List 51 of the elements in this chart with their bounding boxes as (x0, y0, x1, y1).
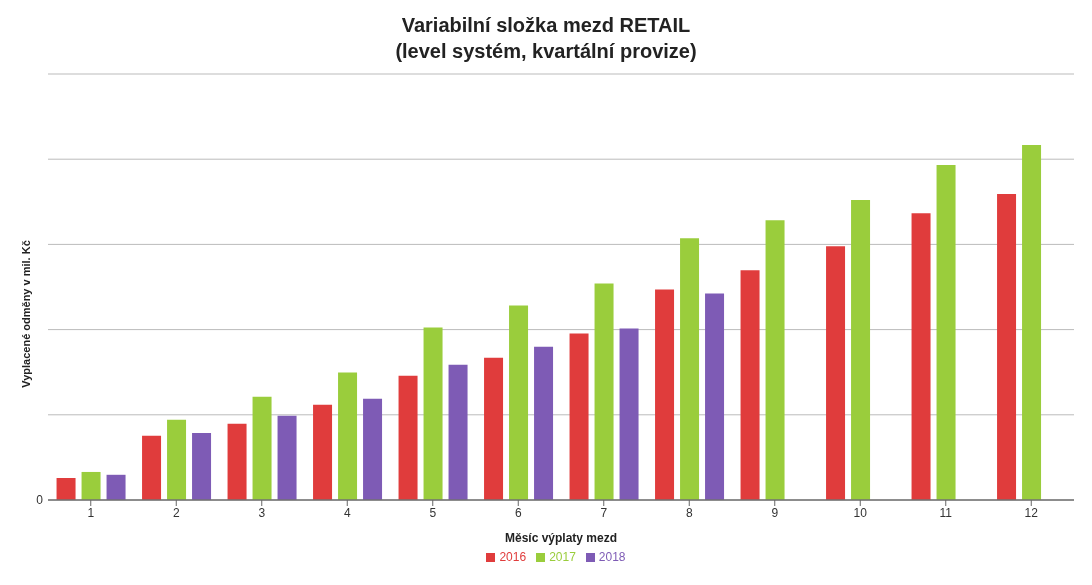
bar (765, 220, 785, 500)
bar (313, 404, 333, 500)
chart-title: Variabilní složka mezd RETAIL (level systém, kvartální provize) (394, 13, 698, 64)
legend-label: 2018 (598, 550, 626, 564)
x-tick-label: 2 (172, 505, 180, 520)
bar (398, 375, 418, 500)
text: 0 (36, 493, 44, 508)
bar (569, 333, 589, 500)
bar (81, 471, 101, 500)
bar (277, 415, 297, 500)
bar (1022, 145, 1042, 500)
x-tick-label: 9 (771, 505, 779, 520)
bar (680, 238, 700, 500)
bar (142, 435, 162, 500)
x-tick-label: 12 (1024, 505, 1039, 520)
bar (509, 305, 529, 500)
bar (227, 423, 247, 500)
x-tick-label: 10 (853, 505, 868, 520)
bar (655, 289, 675, 500)
bar (192, 432, 212, 500)
x-tick-label: 1 (87, 505, 95, 520)
bar (56, 477, 76, 500)
bar (167, 419, 187, 500)
bar (448, 364, 468, 500)
bar (423, 327, 443, 500)
x-tick-label: 3 (258, 505, 266, 520)
bar (363, 398, 383, 500)
bar (826, 246, 846, 500)
y-axis-title: Vyplacené odměny v mil. Kč (20, 240, 32, 388)
x-tick-label: 11 (939, 505, 953, 520)
bar (534, 346, 554, 500)
x-axis-title: Měsíc výplaty mezd (504, 531, 618, 545)
bar (705, 293, 725, 500)
bar (594, 283, 614, 500)
bar (619, 328, 639, 500)
bar (851, 200, 871, 500)
bar (997, 193, 1017, 500)
bar (106, 474, 126, 500)
bar (936, 164, 956, 500)
bar (740, 270, 760, 500)
x-tick-label: 4 (343, 505, 351, 520)
bar (484, 357, 504, 500)
bar (911, 213, 931, 500)
legend-label: 2017 (549, 550, 576, 564)
bar (252, 396, 272, 500)
legend-label: 2016 (499, 550, 527, 564)
x-tick-label: 5 (429, 505, 437, 520)
bar (338, 372, 358, 500)
x-tick-label: 6 (514, 505, 522, 520)
x-tick-label: 8 (685, 505, 693, 520)
x-tick-label: 7 (600, 505, 608, 520)
